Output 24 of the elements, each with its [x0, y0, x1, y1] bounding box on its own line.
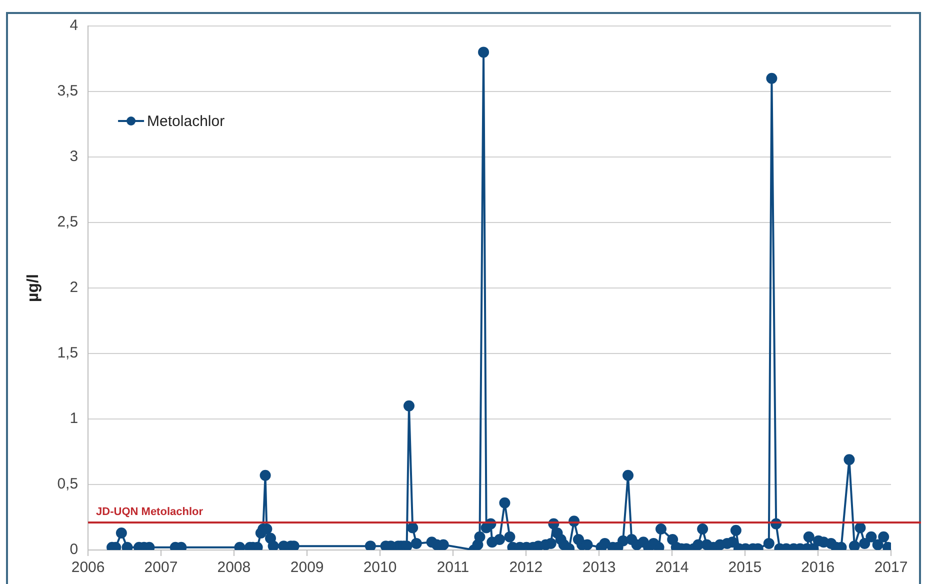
x-tick-label: 2014: [655, 559, 689, 576]
y-axis-title: µg/l: [25, 274, 42, 302]
x-tick-label: 2016: [801, 559, 835, 576]
legend-label: Metolachlor: [147, 113, 225, 130]
x-tick-label: 2009: [290, 559, 324, 576]
y-tick-label: 3: [70, 148, 78, 166]
x-tick-label: 2011: [436, 559, 470, 576]
y-tick-label: 3,5: [57, 82, 78, 100]
x-tick-label: 2007: [144, 559, 178, 576]
y-tick-label: 4: [70, 17, 78, 34]
x-tick-label: 2010: [363, 559, 397, 576]
x-tick-label: 2006: [71, 559, 105, 576]
y-tick-label: 2,5: [57, 214, 78, 231]
y-tick-label: 2: [70, 279, 78, 296]
y-tick-label: 1: [70, 410, 78, 428]
ref-line-label: JD-UQN Metolachlor: [96, 506, 204, 518]
x-tick-label: 2012: [509, 559, 543, 576]
y-tick-label: 0,5: [57, 476, 78, 493]
x-tick-label: 2015: [728, 559, 762, 576]
y-tick-label: 1,5: [57, 344, 78, 362]
x-tick-label: 2017: [874, 559, 908, 576]
y-tick-label: 0: [70, 541, 78, 558]
x-tick-label: 2013: [582, 559, 616, 576]
x-tick-label: 2008: [217, 559, 251, 576]
